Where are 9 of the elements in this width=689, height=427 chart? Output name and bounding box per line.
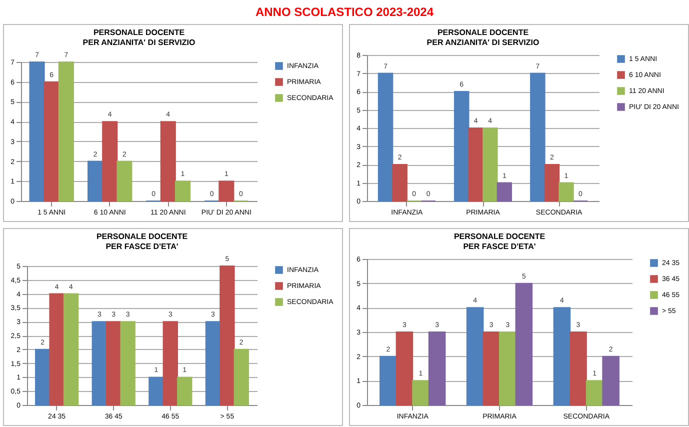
- chart-title: PERSONALE DOCENTE: [437, 28, 530, 37]
- text: ANNO SCOLASTICO 2023-2024: [254, 4, 435, 21]
- chart-subtitle: PER FASCE D'ETA': [106, 242, 178, 251]
- chart-title: PERSONALE DOCENTE: [96, 232, 188, 241]
- chart-title: PERSONALE DOCENTE: [454, 232, 546, 241]
- chart-subtitle: PER ANZIANITA' DI SERVIZIO: [426, 38, 540, 47]
- chart-subtitle: PER ANZIANITA' DI SERVIZIO: [82, 38, 196, 47]
- chart-subtitle: PER FASCE D'ETA': [463, 242, 536, 251]
- chart-title: PERSONALE DOCENTE: [93, 28, 186, 37]
